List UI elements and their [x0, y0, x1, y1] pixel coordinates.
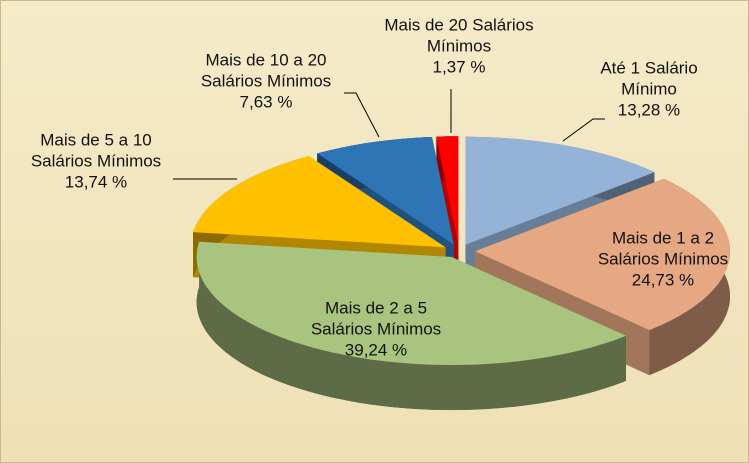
label-value: 1,37 %: [432, 57, 486, 77]
data-label: Mais de 5 a 10 Salários Mínimos 13,74 %: [16, 130, 176, 193]
slice: [196, 241, 626, 365]
slice: [465, 136, 655, 245]
label-value: 24,73 %: [631, 270, 695, 290]
label-category: Mais de 5 a 10 Salários Mínimos: [30, 130, 162, 171]
label-category: Mais de 10 a 20 Salários Mínimos: [200, 50, 332, 91]
label-value: 13,74 %: [64, 172, 128, 192]
data-label: Mais de 10 a 20 Salários Mínimos 7,63 %: [186, 50, 346, 113]
leader-lines: [173, 89, 605, 180]
label-value: 13,28 %: [617, 100, 681, 120]
leader-line: [562, 118, 605, 142]
label-value: 7,63 %: [239, 92, 293, 112]
leader-line: [344, 92, 380, 138]
slice: [196, 241, 626, 410]
data-label: Mais de 1 a 2 Salários Mínimos 24,73 %: [588, 228, 738, 291]
data-label: Mais de 2 a 5 Salários Mínimos 39,24 %: [296, 298, 456, 361]
label-value: 39,24 %: [344, 340, 408, 360]
slice-wall: [196, 241, 626, 410]
slice: [474, 178, 730, 331]
label-category: Mais de 1 a 2 Salários Mínimos: [597, 228, 729, 269]
label-category: Até 1 Salário Mínimo: [600, 58, 698, 99]
slice: [436, 136, 459, 245]
data-label: Até 1 Salário Mínimo 13,28 %: [589, 58, 709, 121]
slice: [193, 156, 446, 248]
slice: [317, 137, 454, 245]
label-category: Mais de 2 a 5 Salários Mínimos: [310, 298, 442, 339]
label-category: Mais de 20 Salários Mínimos: [384, 15, 534, 56]
data-label: Mais de 20 Salários Mínimos 1,37 %: [364, 15, 554, 78]
slices: [193, 136, 730, 410]
